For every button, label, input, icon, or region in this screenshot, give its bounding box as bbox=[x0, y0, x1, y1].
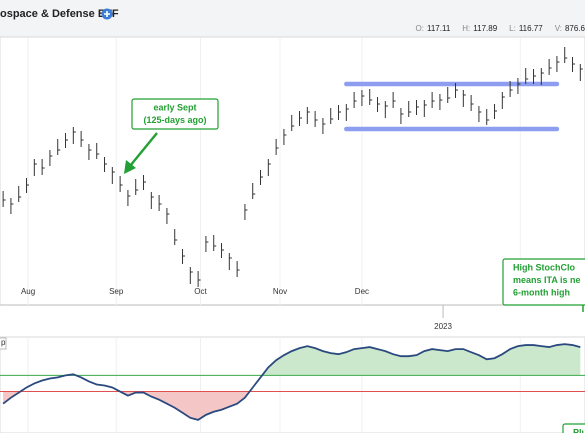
annotation-text: (125-days ago) bbox=[143, 115, 206, 125]
quote-label: L: bbox=[509, 24, 516, 33]
x-tick-label: 2023 bbox=[434, 322, 452, 331]
quote-label: V: bbox=[555, 24, 562, 33]
x-tick-label: Sep bbox=[109, 287, 124, 296]
x-tick-label: Aug bbox=[21, 287, 35, 296]
price-panel bbox=[0, 36, 585, 306]
annotation-text: early Sept bbox=[153, 102, 196, 112]
annotation-text: High StochClo bbox=[513, 262, 575, 272]
add-icon-plus bbox=[104, 11, 110, 17]
x-tick-label: Dec bbox=[355, 287, 369, 296]
quote-value: 117.89 bbox=[473, 24, 497, 33]
annotation-box bbox=[562, 423, 585, 433]
annotation-text: means ITA is ne bbox=[513, 275, 581, 285]
quote-value: 117.11 bbox=[427, 24, 451, 33]
arrow-head bbox=[124, 160, 136, 174]
x-tick-label: Oct bbox=[194, 287, 207, 296]
quote-value: 116.77 bbox=[519, 24, 543, 33]
indicator-line bbox=[2, 343, 581, 421]
quote-label: O: bbox=[416, 24, 424, 33]
header-bar bbox=[0, 0, 585, 37]
quote-label: H: bbox=[462, 24, 470, 33]
x-tick-label: Nov bbox=[273, 287, 287, 296]
above-fill bbox=[3, 344, 581, 376]
indicator-label-box bbox=[0, 337, 7, 350]
below-fill bbox=[3, 391, 250, 420]
quote: 876.6V: 116.77L: 117.89H: 117.11O: bbox=[416, 24, 585, 33]
annotation-box bbox=[131, 98, 219, 130]
annotation-arrow bbox=[129, 132, 158, 167]
quote-value: 876.6 bbox=[565, 24, 585, 33]
annotation-text: 6-month high bbox=[513, 287, 570, 297]
indicator-label: p bbox=[1, 338, 6, 347]
annotation-box bbox=[502, 258, 585, 306]
chart-title: ospace & Defense ETF bbox=[0, 8, 119, 20]
annotation-text: Plu bbox=[573, 427, 585, 433]
